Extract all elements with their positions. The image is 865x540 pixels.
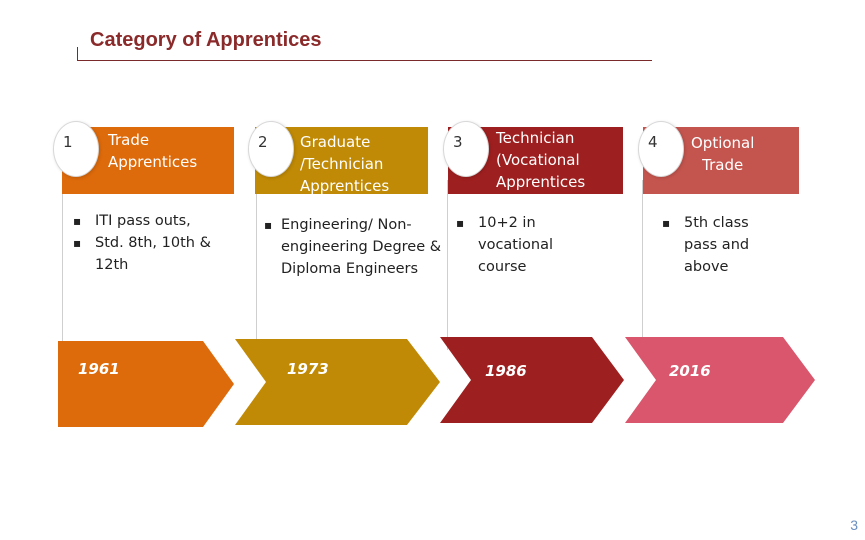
category-label: Trade Apprentices [108,131,198,171]
year-label: 1961 [78,360,120,378]
title-underline [77,60,652,61]
timeline-arrow-1986 [440,337,624,423]
category-number-badge: 1 [53,121,99,177]
category-header-graduate: Graduate /Technician Apprentices [255,127,428,195]
criteria-item: 5th class pass and above [662,212,782,278]
year-label: 1986 [485,362,527,380]
timeline-divider-2 [256,180,257,350]
category-number-badge: 4 [638,121,684,177]
title-underline-tick [77,47,78,61]
page-number: 3 [850,517,858,533]
year-label: 1973 [287,360,329,378]
criteria-item: ITI pass outs, [73,210,248,232]
timeline-arrow-1961 [58,341,234,427]
category-label: Technician (Vocational Apprentices [496,129,586,191]
criteria-item: Std. 8th, 10th & 12th [73,232,248,276]
timeline-divider-1 [62,180,63,350]
category-label: Optional Trade [691,134,755,174]
category-criteria-list: Engineering/ Non- engineering Degree & D… [264,214,449,280]
category-criteria-list: 10+2 in vocational course [456,212,606,278]
criteria-item: Engineering/ Non- engineering Degree & D… [264,214,449,280]
category-number-badge: 3 [443,121,489,177]
criteria-item: 10+2 in vocational course [456,212,606,278]
timeline-arrow-2016 [625,337,815,423]
timeline-divider-4 [642,180,643,350]
category-criteria-list: 5th class pass and above [662,212,782,278]
timeline-arrow-1973 [235,339,440,425]
page-title: Category of Apprentices [90,29,322,51]
year-label: 2016 [669,362,711,380]
category-label: Graduate /Technician Apprentices [300,133,390,195]
category-criteria-list: ITI pass outs, Std. 8th, 10th & 12th [73,210,248,276]
category-number-badge: 2 [248,121,294,177]
